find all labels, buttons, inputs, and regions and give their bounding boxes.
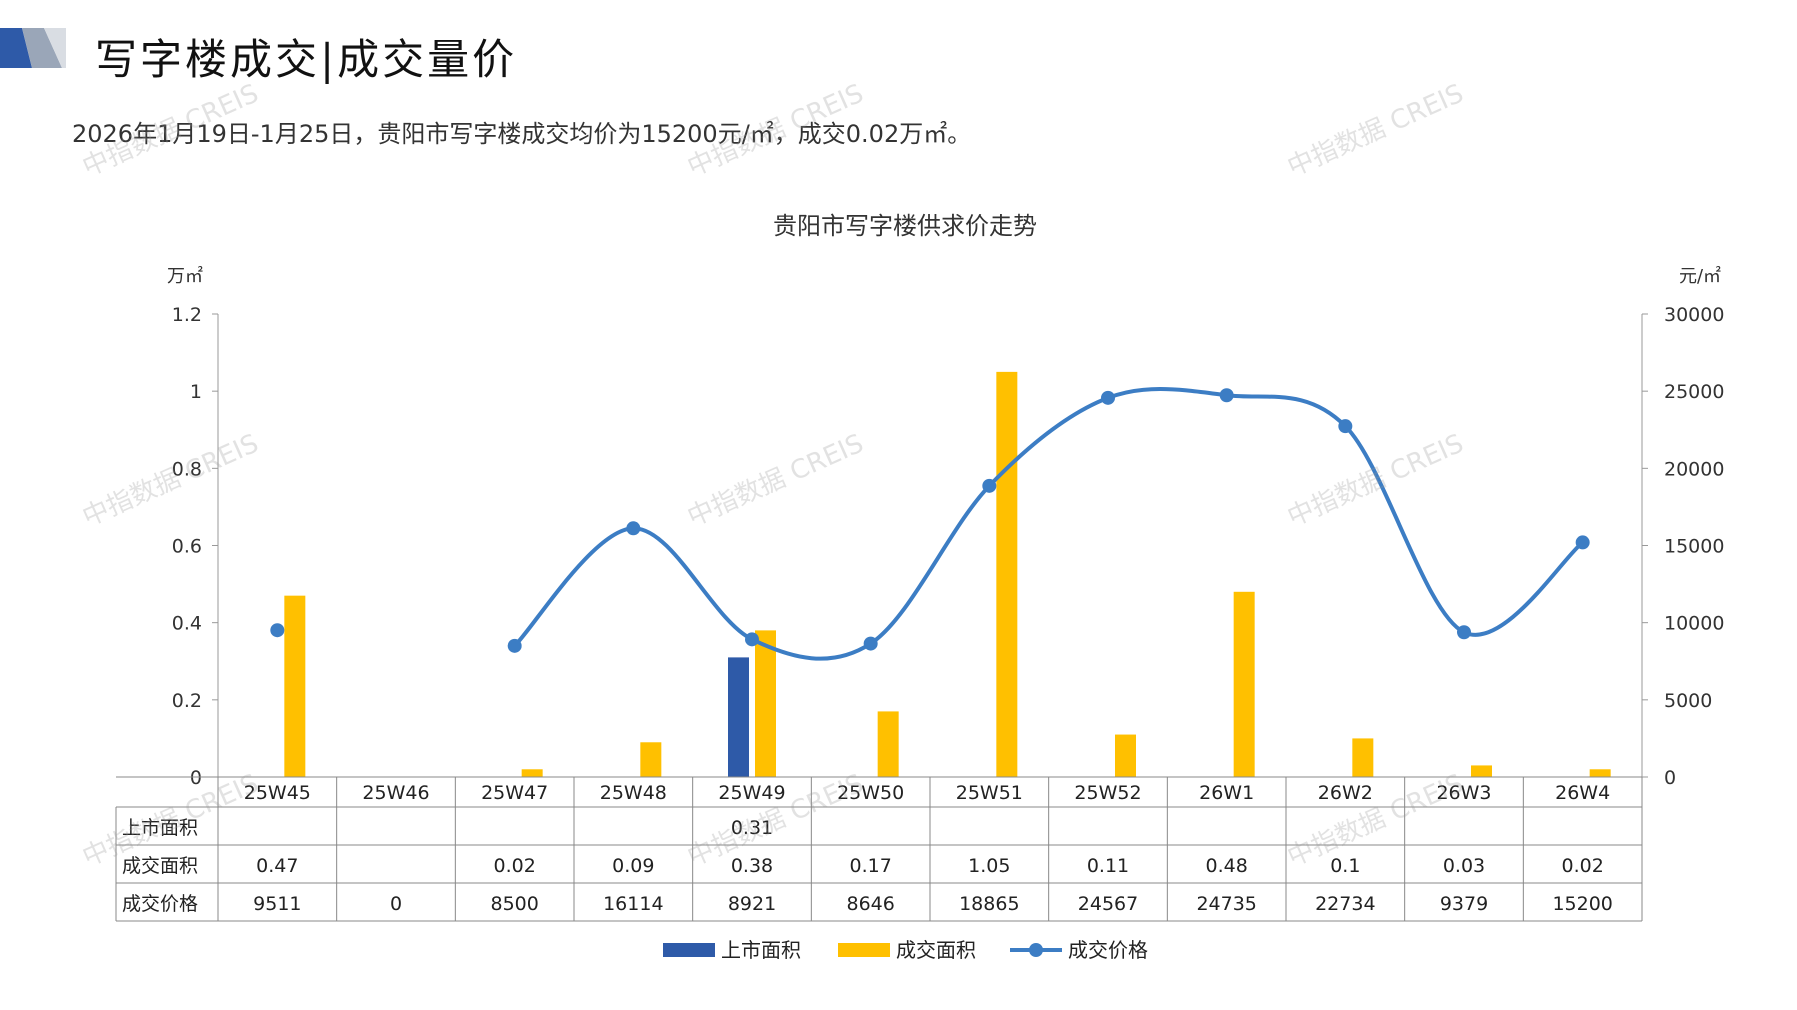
category-label: 26W4 — [1555, 782, 1610, 804]
right-tick-label: 15000 — [1664, 536, 1724, 558]
table-cell: 0.02 — [1562, 855, 1604, 877]
right-tick-label: 10000 — [1664, 613, 1724, 635]
price-point — [1457, 625, 1471, 640]
table-cell: 0.09 — [612, 855, 654, 877]
legend-label: 上市面积 — [721, 938, 801, 962]
left-tick-label: 0.4 — [172, 613, 202, 635]
category-label: 26W3 — [1436, 782, 1491, 804]
right-axis-unit: 元/㎡ — [1679, 265, 1721, 287]
page-title: 写字楼成交|成交量价 — [95, 35, 518, 84]
right-tick-label: 25000 — [1664, 381, 1724, 403]
bar-deal-area — [1352, 738, 1374, 777]
table-row-header: 上市面积 — [122, 817, 198, 839]
page-header: 写字楼成交|成交量价 — [0, 22, 700, 84]
table-cell: 0.11 — [1087, 855, 1129, 877]
price-point — [982, 478, 997, 493]
left-tick-label: 0.6 — [172, 536, 202, 558]
right-tick-label: 0 — [1664, 767, 1676, 789]
page-subtitle: 2026年1月19日-1月25日，贵阳市写字楼成交均价为15200元/㎡，成交0… — [72, 120, 972, 148]
table-cell: 0.1 — [1330, 855, 1360, 877]
legend-swatch — [663, 943, 715, 957]
category-label: 25W46 — [362, 782, 429, 804]
price-point — [1219, 388, 1234, 403]
table-cell: 9379 — [1440, 893, 1488, 915]
category-label: 25W47 — [481, 782, 548, 804]
table-cell: 15200 — [1552, 893, 1612, 915]
table-row-header: 成交价格 — [122, 893, 198, 915]
price-line-series — [270, 387, 1590, 661]
category-label: 25W50 — [837, 782, 904, 804]
table-cell: 0.17 — [850, 855, 892, 877]
category-label: 25W51 — [956, 782, 1023, 804]
table-cell: 22734 — [1315, 893, 1375, 915]
table-row-header: 成交面积 — [122, 855, 198, 877]
bar-deal-area — [1471, 765, 1492, 777]
table-cell: 24567 — [1078, 893, 1138, 915]
category-label: 26W1 — [1199, 782, 1254, 804]
table-cell: 24735 — [1196, 893, 1256, 915]
chart-title: 贵阳市写字楼供求价走势 — [773, 212, 1037, 240]
left-tick-label: 0.2 — [172, 690, 202, 712]
table-cell: 1.05 — [968, 855, 1010, 877]
price-point — [745, 632, 759, 647]
table-cell: 16114 — [603, 893, 663, 915]
left-tick-label: 1 — [190, 381, 202, 403]
price-line — [513, 387, 1584, 661]
chart-legend: 上市面积 成交面积 成交价格 — [663, 938, 1148, 962]
table-cell: 8921 — [728, 893, 776, 915]
category-label: 25W49 — [718, 782, 785, 804]
bar-series — [284, 371, 1611, 777]
left-tick-label: 0 — [190, 767, 202, 789]
category-label: 25W48 — [600, 782, 667, 804]
table-cell: 0 — [390, 893, 402, 915]
table-cell: 8500 — [490, 893, 538, 915]
legend-label: 成交面积 — [896, 938, 976, 962]
chart-axes: 0 0 0.2 5000 0.4 10000 0.6 15000 0.8 20000 1 25000 1… — [172, 304, 1725, 789]
brand-logo-icon — [0, 28, 66, 68]
category-label: 26W2 — [1318, 782, 1373, 804]
bar-listing-area — [728, 657, 749, 777]
bar-deal-area — [1233, 591, 1255, 777]
right-tick-label: 5000 — [1664, 690, 1712, 712]
table-cell: 0.03 — [1443, 855, 1485, 877]
table-cell: 0.31 — [731, 817, 773, 839]
bar-deal-area — [521, 769, 543, 777]
price-point — [626, 521, 641, 536]
table-cell: 0.48 — [1206, 855, 1248, 877]
price-point — [1338, 419, 1353, 434]
bar-deal-area — [996, 371, 1018, 777]
bar-deal-area — [640, 742, 662, 777]
table-cell: 0.02 — [494, 855, 536, 877]
left-axis-unit: 万㎡ — [167, 265, 203, 287]
table-cell: 0.47 — [256, 855, 298, 877]
table-cell: 9511 — [253, 893, 301, 915]
table-cell: 18865 — [959, 893, 1019, 915]
right-tick-label: 30000 — [1664, 304, 1724, 326]
category-label: 25W45 — [244, 782, 311, 804]
data-table: 25W45 25W46 25W47 25W48 25W49 25W50 25W51 25W52… — [115, 776, 1643, 922]
price-point — [507, 638, 522, 653]
table-cell: 0.38 — [731, 855, 773, 877]
price-point — [270, 623, 285, 638]
legend-label: 成交价格 — [1068, 938, 1148, 962]
bar-deal-area — [877, 711, 899, 777]
bar-deal-area — [284, 595, 306, 777]
price-point — [863, 636, 878, 651]
price-point — [1575, 535, 1590, 550]
right-tick-label: 20000 — [1664, 458, 1724, 480]
legend-swatch — [838, 943, 890, 957]
bar-deal-area — [755, 630, 776, 777]
bar-deal-area — [1115, 734, 1136, 777]
left-tick-label: 1.2 — [172, 304, 202, 326]
table-cell: 8646 — [846, 893, 894, 915]
legend-swatch-point — [1029, 943, 1043, 957]
bar-deal-area — [1589, 769, 1611, 777]
price-point — [1101, 390, 1115, 405]
left-tick-label: 0.8 — [172, 458, 202, 480]
category-label: 25W52 — [1074, 782, 1141, 804]
